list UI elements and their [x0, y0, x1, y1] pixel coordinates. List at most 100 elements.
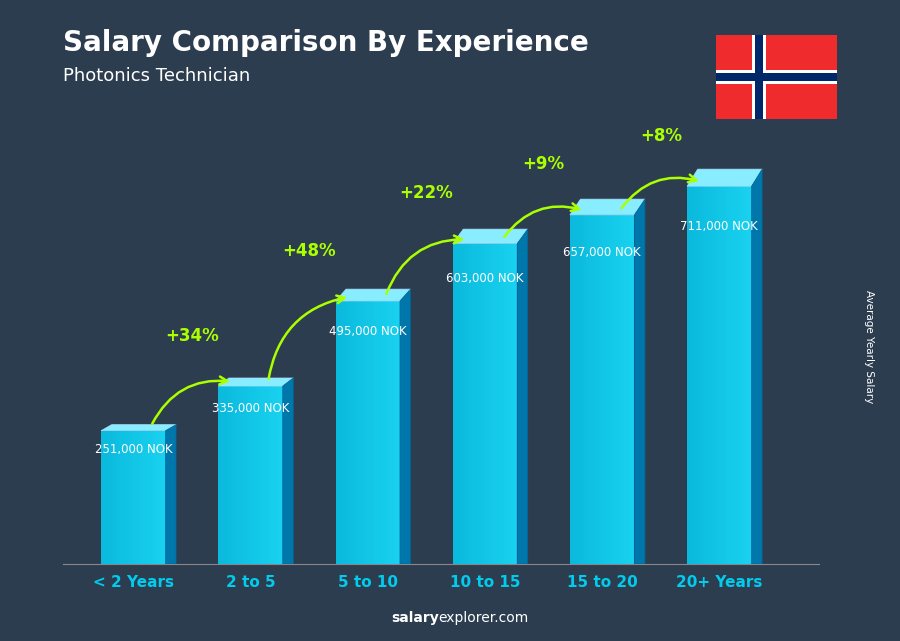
Bar	[101, 431, 104, 564]
Bar	[257, 386, 259, 564]
Bar	[722, 186, 724, 564]
Bar	[110, 431, 112, 564]
Bar	[267, 386, 270, 564]
Bar	[587, 215, 590, 564]
Bar	[272, 386, 274, 564]
Text: +34%: +34%	[165, 327, 219, 345]
Text: Average Yearly Salary: Average Yearly Salary	[863, 290, 874, 403]
Bar	[493, 244, 496, 564]
Bar	[114, 431, 116, 564]
Bar	[600, 215, 602, 564]
Bar	[602, 215, 604, 564]
Bar	[112, 431, 114, 564]
Bar	[157, 431, 159, 564]
Polygon shape	[634, 199, 645, 564]
Text: Salary Comparison By Experience: Salary Comparison By Experience	[63, 29, 589, 57]
Bar	[385, 301, 387, 564]
Bar	[462, 244, 464, 564]
Text: +8%: +8%	[640, 127, 682, 145]
Bar	[485, 244, 487, 564]
Bar	[357, 301, 359, 564]
Bar	[724, 186, 725, 564]
Bar	[747, 186, 750, 564]
Bar	[689, 186, 691, 564]
Bar	[700, 186, 702, 564]
Bar	[490, 244, 491, 564]
Polygon shape	[518, 229, 527, 564]
Bar	[359, 301, 361, 564]
Bar	[579, 215, 580, 564]
Bar	[376, 301, 379, 564]
Bar	[465, 244, 468, 564]
Bar	[745, 186, 747, 564]
Bar	[487, 244, 490, 564]
Bar	[594, 215, 596, 564]
Bar	[340, 301, 342, 564]
Bar	[344, 301, 346, 564]
Bar	[474, 244, 476, 564]
Bar	[479, 244, 481, 564]
Bar	[398, 301, 400, 564]
Bar	[104, 431, 105, 564]
Bar	[370, 301, 372, 564]
Bar	[239, 386, 242, 564]
Bar	[513, 244, 515, 564]
Bar	[496, 244, 498, 564]
Bar	[270, 386, 272, 564]
Bar	[585, 215, 587, 564]
Bar	[713, 186, 716, 564]
Bar	[604, 215, 607, 564]
Bar	[250, 386, 253, 564]
Bar	[502, 244, 504, 564]
Bar	[608, 215, 611, 564]
Bar	[222, 386, 225, 564]
Bar	[515, 244, 518, 564]
Bar	[136, 431, 138, 564]
Bar	[591, 215, 594, 564]
Bar	[374, 301, 376, 564]
Bar	[741, 186, 743, 564]
FancyArrowPatch shape	[268, 296, 345, 379]
Bar	[472, 244, 474, 564]
Bar	[348, 301, 351, 564]
Bar	[392, 301, 393, 564]
Bar	[278, 386, 281, 564]
Bar	[507, 244, 508, 564]
Polygon shape	[166, 424, 176, 564]
Bar	[454, 244, 457, 564]
Bar	[138, 431, 140, 564]
Bar	[274, 386, 276, 564]
Bar	[159, 431, 161, 564]
Bar	[231, 386, 233, 564]
Bar	[733, 186, 734, 564]
Bar	[619, 215, 622, 564]
Bar	[725, 186, 728, 564]
Bar	[728, 186, 730, 564]
Bar	[468, 244, 470, 564]
Bar	[387, 301, 389, 564]
Bar	[144, 431, 146, 564]
FancyArrowPatch shape	[386, 235, 462, 294]
Bar	[259, 386, 261, 564]
Bar	[752, 35, 766, 119]
Bar	[118, 431, 121, 564]
Bar	[244, 386, 247, 564]
Bar	[624, 215, 625, 564]
Bar	[342, 301, 344, 564]
Bar	[264, 386, 266, 564]
Bar	[596, 215, 598, 564]
Bar	[105, 431, 107, 564]
Text: explorer.com: explorer.com	[438, 611, 528, 625]
Bar	[153, 431, 155, 564]
Bar	[266, 386, 267, 564]
Bar	[711, 186, 713, 564]
Bar	[225, 386, 227, 564]
Bar	[615, 215, 617, 564]
Bar	[129, 431, 131, 564]
Text: +9%: +9%	[523, 155, 564, 174]
Bar	[470, 244, 472, 564]
Bar	[607, 215, 608, 564]
Bar	[355, 301, 357, 564]
Bar	[719, 186, 722, 564]
Polygon shape	[752, 169, 762, 564]
